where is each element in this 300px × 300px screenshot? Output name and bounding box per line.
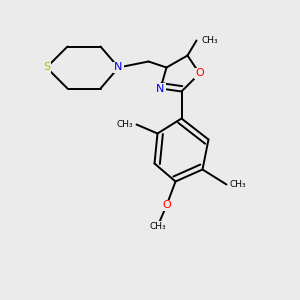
Text: N: N [114,62,123,73]
Text: S: S [43,62,50,73]
Text: CH₃: CH₃ [230,180,246,189]
Text: N: N [156,83,165,94]
Text: CH₃: CH₃ [149,222,166,231]
Text: CH₃: CH₃ [201,36,217,45]
Text: O: O [195,68,204,79]
Text: CH₃: CH₃ [117,120,134,129]
Text: O: O [162,200,171,211]
